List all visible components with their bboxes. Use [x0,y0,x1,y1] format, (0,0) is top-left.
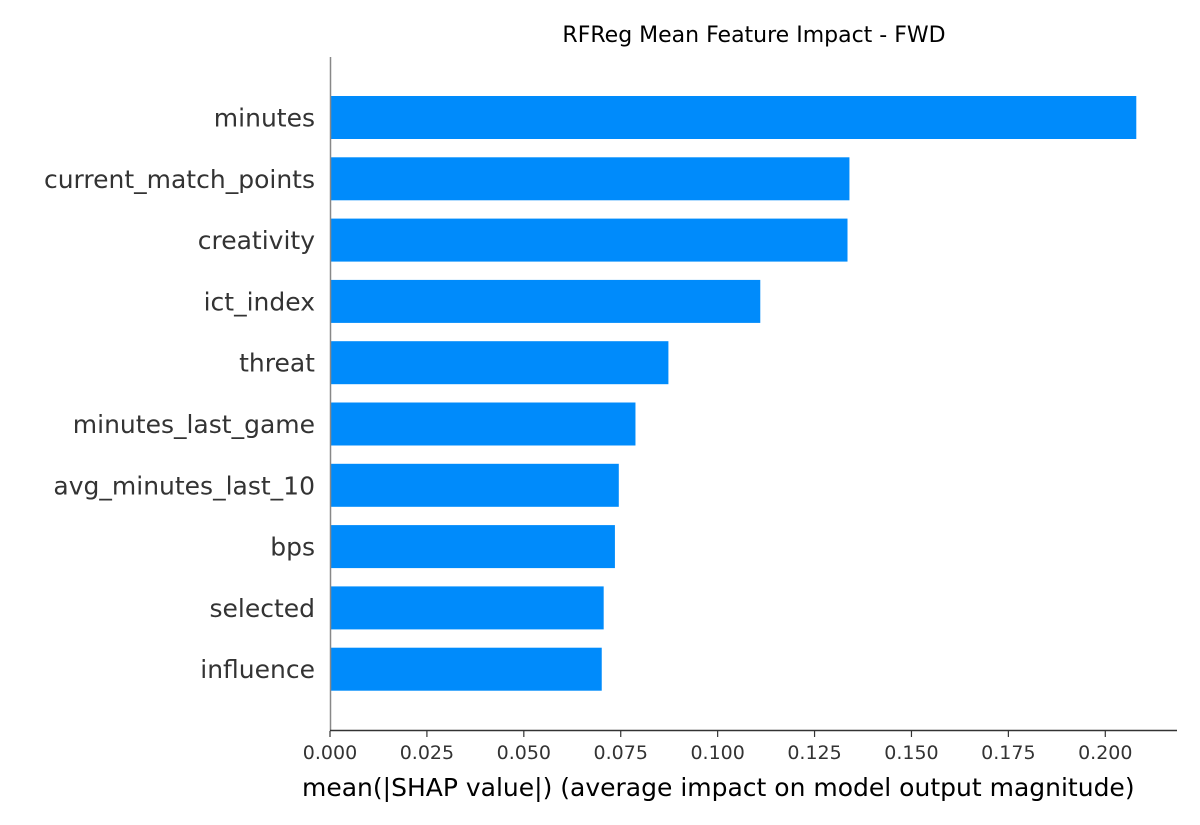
y-tick-label: ict_index [204,287,315,316]
bar-influence [330,647,602,691]
bar-selected [330,586,604,630]
x-axis-ticks: 0.000 0.025 0.050 0.075 0.100 0.125 0.150 0.175… [303,731,1132,764]
bar-bps [330,525,615,569]
x-tick-label: 0.200 [1078,742,1132,764]
x-tick-label: 0.000 [303,742,357,764]
y-tick-label: minutes [214,104,315,133]
x-tick-label: 0.025 [400,742,454,764]
x-tick-label: 0.075 [594,742,648,764]
x-tick-label: 0.100 [690,742,744,764]
y-tick-label: avg_minutes_last_10 [53,471,315,500]
y-tick-label: minutes_last_game [73,410,315,439]
y-tick-label: influence [200,655,315,684]
x-axis-label: mean(|SHAP value|) (average impact on mo… [302,773,1135,802]
bar-creativity [330,218,848,262]
bar-threat [330,341,669,385]
y-tick-label: bps [270,533,315,562]
y-tick-label: current_match_points [44,165,315,194]
bars-group [330,96,1137,691]
bar-avg-minutes-last-10 [330,463,619,507]
bar-ict-index [330,279,761,323]
x-tick-label: 0.150 [884,742,938,764]
x-tick-label: 0.125 [787,742,841,764]
y-tick-label: selected [209,594,315,623]
chart-title: RFReg Mean Feature Impact - FWD [562,23,945,48]
y-axis-labels: minutes current_match_points creativity ict… [44,104,315,685]
bar-minutes-last-game [330,402,636,446]
x-tick-label: 0.175 [981,742,1035,764]
y-tick-label: creativity [198,226,315,255]
bar-current-match-points [330,157,850,201]
y-tick-label: threat [239,349,315,378]
bar-minutes [330,96,1137,139]
x-tick-label: 0.050 [497,742,551,764]
